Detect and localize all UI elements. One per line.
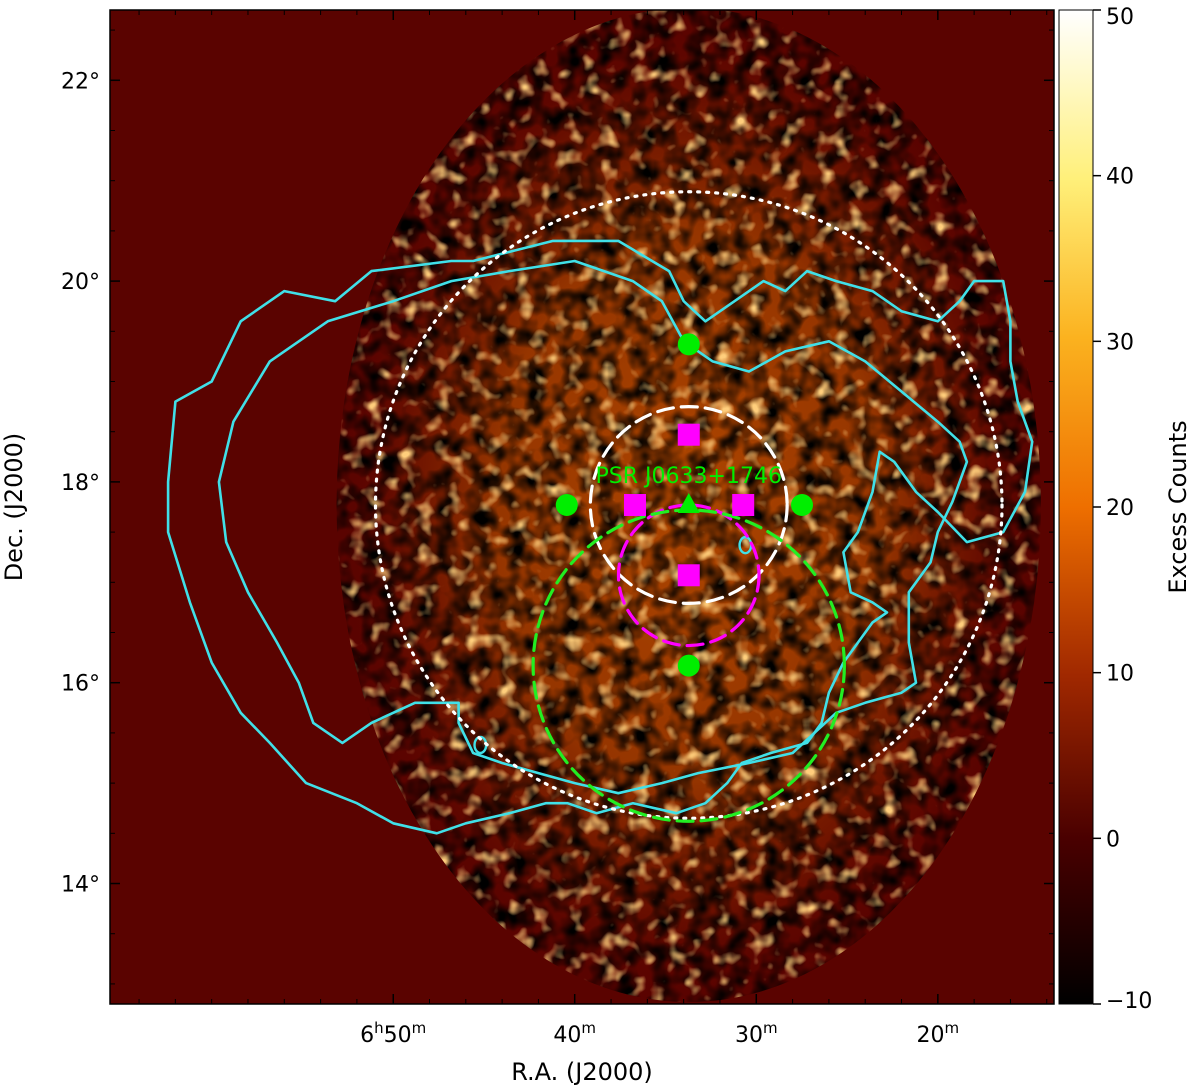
significance-contour-1 xyxy=(166,239,1034,835)
plot-frame xyxy=(109,9,1055,1005)
x-tick-label: 40m xyxy=(553,1019,596,1048)
green-source-marker-4 xyxy=(677,654,700,677)
green-source-marker-1 xyxy=(677,333,700,356)
colorbar-gradient xyxy=(1058,9,1094,1005)
colorbar-title: Excess Counts xyxy=(1164,420,1192,593)
y-tick-label: 14° xyxy=(61,873,100,898)
magenta-square-marker-1 xyxy=(677,423,700,446)
colorbar-tick-label: 40 xyxy=(1106,165,1134,190)
colorbar-tick-label: 50 xyxy=(1106,5,1134,30)
colorbar-tick-label: 10 xyxy=(1106,662,1134,687)
x-axis: 6h50m 40m 30m 20m xyxy=(138,10,1048,1048)
colorbar-ticks: −10 0 10 20 30 40 50 xyxy=(1093,5,1152,1014)
magenta-square-marker-4 xyxy=(677,564,700,587)
significance-contour-2 xyxy=(217,259,969,795)
y-axis: 22° 20° 18° 16° 14° xyxy=(61,29,1054,985)
region-circle-2 xyxy=(588,404,789,605)
pulsar-triangle-marker xyxy=(677,492,700,513)
colorbar-tick-label: 0 xyxy=(1106,827,1120,852)
y-tick-label: 22° xyxy=(61,69,100,94)
magenta-square-marker-2 xyxy=(624,493,647,516)
y-tick-label: 18° xyxy=(61,471,100,496)
marker-layer xyxy=(555,333,814,677)
x-tick-label: 6h50m xyxy=(360,1019,426,1048)
x-tick-label: 30m xyxy=(735,1019,778,1048)
colorbar-tick-label: 20 xyxy=(1106,496,1134,521)
region-circle-1 xyxy=(373,190,1004,820)
y-axis-title: Dec. (J2000) xyxy=(0,433,28,582)
colorbar: −10 0 10 20 30 40 50 Excess Counts xyxy=(1058,5,1192,1014)
x-axis-title: R.A. (J2000) xyxy=(511,1058,653,1086)
colorbar-tick-label: 30 xyxy=(1106,330,1134,355)
pulsar-label: PSR J0633+1746 xyxy=(596,464,782,489)
green-source-marker-2 xyxy=(555,493,578,516)
colorbar-tick-label: −10 xyxy=(1106,989,1152,1014)
magenta-square-marker-3 xyxy=(732,493,755,516)
y-tick-label: 16° xyxy=(61,672,100,697)
plot-area: PSR J0633+1746 xyxy=(110,10,1054,1004)
y-tick-label: 20° xyxy=(61,270,100,295)
green-source-marker-3 xyxy=(791,493,814,516)
contour-layer xyxy=(166,239,1034,835)
region-circle-3 xyxy=(616,503,761,648)
x-tick-label: 20m xyxy=(917,1019,960,1048)
